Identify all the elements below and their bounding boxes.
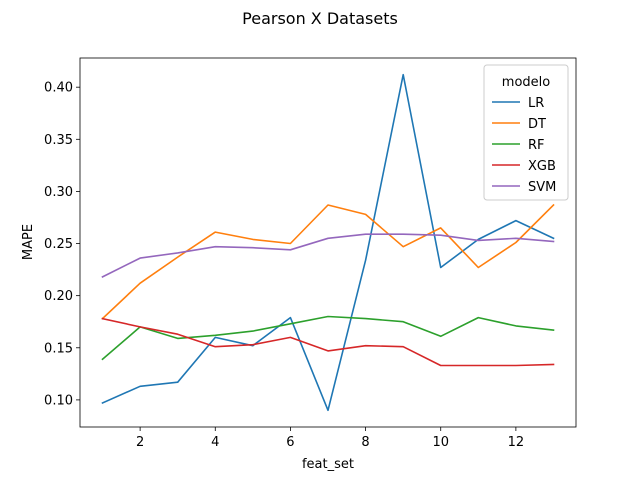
- y-tick-label: 0.20: [44, 289, 73, 304]
- series-line-svm: [101, 233, 555, 278]
- legend-box: [483, 64, 569, 201]
- legend-label-dt: DT: [528, 117, 546, 132]
- series-line-rf: [101, 315, 555, 361]
- y-tick-label: 0.10: [44, 393, 73, 408]
- axes-frame: [79, 57, 577, 428]
- x-tick-label: 4: [211, 435, 219, 450]
- y-axis-label: MAPE: [21, 224, 36, 260]
- legend-label-lr: LR: [528, 96, 544, 111]
- legend: modelo LR DT RF XGB SVM: [483, 64, 569, 201]
- legend-label-xgb: XGB: [528, 159, 556, 174]
- x-axis-label: feat_set: [302, 457, 354, 472]
- y-tick-label: 0.15: [44, 341, 73, 356]
- chart-title: Pearson X Datasets: [242, 9, 398, 28]
- y-tick-label: 0.40: [44, 81, 73, 96]
- x-tick-label: 12: [508, 435, 525, 450]
- legend-title: modelo: [502, 75, 550, 90]
- y-tick-label: 0.30: [44, 185, 73, 200]
- x-tick-label: 6: [286, 435, 294, 450]
- x-tick-label: 10: [432, 435, 449, 450]
- x-tick-label: 8: [361, 435, 369, 450]
- axes-layer: 2 4 6 8 10 12 0.10 0.15 0.20 0.25 0.30 0.35 0.40: [44, 57, 577, 450]
- y-tick-label: 0.35: [44, 133, 73, 148]
- legend-label-rf: RF: [528, 138, 545, 153]
- legend-label-svm: SVM: [528, 180, 556, 195]
- series-line-dt: [101, 203, 555, 320]
- x-tick-label: 2: [136, 435, 144, 450]
- series-layer: [101, 73, 555, 412]
- series-line-lr: [101, 73, 555, 412]
- series-line-xgb: [101, 317, 555, 367]
- y-tick-label: 0.25: [44, 237, 73, 252]
